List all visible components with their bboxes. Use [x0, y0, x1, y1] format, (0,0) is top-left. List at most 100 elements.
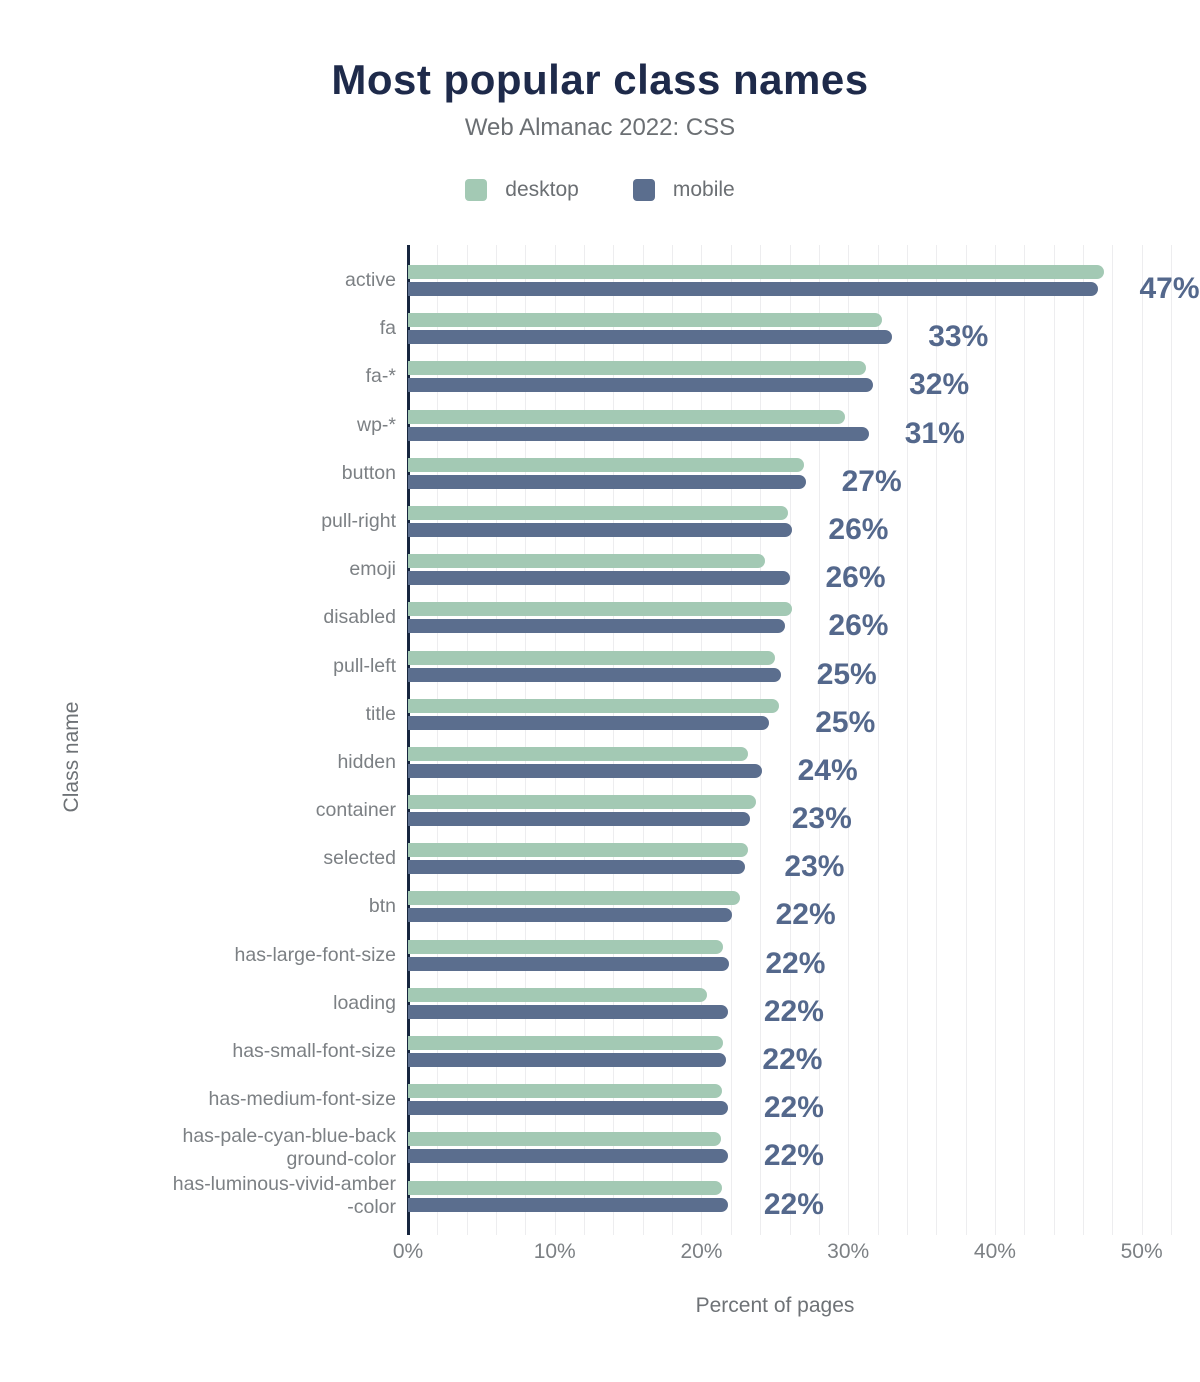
category-label: has-pale-cyan-blue-back ground-color — [182, 1124, 396, 1170]
category-label: btn — [368, 895, 396, 918]
desktop-bar — [408, 650, 775, 665]
category-label: emoji — [349, 558, 396, 581]
mobile-bar — [408, 1149, 728, 1164]
desktop-bar — [408, 1036, 724, 1050]
mobile-bar — [408, 426, 869, 441]
value-label: 22% — [775, 898, 836, 932]
desktop-bar — [408, 554, 765, 569]
mobile-bar — [408, 860, 746, 875]
gridline — [672, 245, 674, 1235]
mobile-bar — [408, 763, 762, 778]
gridline — [848, 245, 850, 1235]
chart-row: disabled 26% — [323, 602, 1171, 650]
desktop-bar — [408, 698, 780, 713]
desktop-bar — [408, 457, 805, 472]
value-label: 33% — [928, 320, 989, 354]
legend-label-mobile: mobile — [672, 178, 735, 201]
gridline — [584, 245, 586, 1235]
mobile-swatch-icon — [632, 179, 655, 201]
gridline — [1112, 245, 1114, 1235]
gridline — [525, 245, 527, 1235]
chart-row: has-luminous-vivid-amber -color 22% — [173, 1173, 1171, 1229]
chart-row: has-large-font-size 22% — [235, 939, 1171, 988]
gridline — [760, 245, 762, 1235]
value-label: 26% — [828, 609, 889, 643]
desktop-bar — [408, 409, 846, 424]
desktop-bar — [408, 1132, 721, 1147]
gridline — [906, 245, 908, 1235]
chart-row: emoji 26% — [349, 554, 1171, 602]
chart-row: wp-* 31% — [357, 409, 1171, 458]
chart-row: button 27% — [342, 457, 1171, 506]
legend-label-desktop: desktop — [505, 178, 579, 201]
mobile-bar — [408, 1101, 728, 1116]
chart-title: Most popular class names — [331, 56, 869, 103]
desktop-bar — [408, 265, 1104, 279]
value-label: 23% — [784, 850, 845, 884]
chart-row: container 23% — [316, 795, 1171, 843]
x-tick-label: 50% — [1120, 1240, 1163, 1263]
mobile-bar — [408, 812, 750, 827]
category-label: container — [315, 799, 396, 822]
gridline — [818, 245, 820, 1235]
gridline — [1082, 245, 1084, 1235]
desktop-bar — [408, 313, 882, 328]
bar-rows: active 47% fa 33% fa-* 32% wp-* 31% butt… — [173, 265, 1200, 1229]
category-label: has-medium-font-size — [208, 1088, 396, 1111]
x-tick-label: 10% — [533, 1240, 576, 1263]
gridline — [965, 245, 967, 1235]
chart-row: has-medium-font-size 22% — [209, 1084, 1171, 1132]
mobile-bar — [408, 1053, 727, 1067]
category-label: pull-left — [333, 654, 396, 677]
desktop-bar — [408, 1084, 722, 1099]
chart-subtitle: Web Almanac 2022: CSS — [464, 114, 736, 141]
mobile-bar — [408, 474, 806, 489]
legend-item-mobile: mobile — [632, 178, 735, 202]
value-label: 25% — [816, 657, 877, 691]
value-label: 23% — [791, 802, 852, 836]
chart-row: has-pale-cyan-blue-back ground-color 22% — [182, 1125, 1171, 1180]
gridline — [437, 245, 439, 1235]
chart-row: fa-* 32% — [366, 361, 1171, 409]
desktop-bar — [408, 891, 740, 906]
chart-row: pull-right 26% — [321, 505, 1171, 554]
value-label: 26% — [825, 561, 886, 595]
x-axis-title: Percent of pages — [695, 1294, 855, 1317]
chart-row: title 25% — [366, 698, 1171, 747]
category-label: loading — [333, 991, 396, 1014]
x-tick-label: 20% — [680, 1240, 723, 1263]
desktop-bar — [408, 1180, 722, 1195]
value-label: 22% — [763, 1091, 824, 1125]
gridline — [642, 245, 644, 1235]
value-label: 22% — [765, 946, 826, 980]
value-label: 22% — [763, 994, 824, 1028]
chart-row: selected 23% — [323, 843, 1171, 891]
chart-row: loading 22% — [333, 987, 1171, 1036]
gridline — [730, 245, 732, 1235]
value-label: 32% — [909, 368, 970, 402]
gridline — [554, 245, 556, 1235]
category-label: pull-right — [321, 509, 396, 532]
mobile-bar — [408, 715, 769, 730]
category-label: button — [341, 461, 396, 484]
category-label: fa-* — [365, 365, 396, 388]
mobile-bar — [408, 1197, 728, 1212]
chart-row: pull-left 25% — [333, 650, 1171, 699]
x-tick-label: 0% — [392, 1240, 424, 1263]
category-label: fa — [379, 317, 396, 340]
gridline — [1141, 245, 1143, 1235]
gridline — [701, 245, 703, 1235]
desktop-bar — [408, 987, 708, 1002]
chart-row: btn 22% — [369, 891, 1171, 939]
mobile-bar — [408, 571, 790, 586]
gridline — [1053, 245, 1055, 1235]
category-label: has-large-font-size — [234, 943, 396, 966]
category-label: selected — [323, 847, 396, 870]
mobile-bar — [408, 667, 781, 682]
value-label: 25% — [815, 705, 876, 739]
y-axis-line — [407, 245, 410, 1235]
desktop-bar — [408, 602, 793, 617]
chart-row: hidden 24% — [337, 746, 1171, 795]
chart-row: fa 33% — [380, 313, 1171, 361]
gridline — [496, 245, 498, 1235]
